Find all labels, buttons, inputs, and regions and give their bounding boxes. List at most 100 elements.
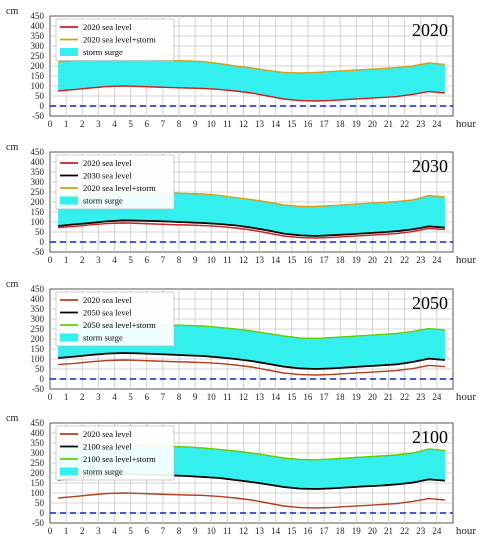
x-tick-label: 14 — [271, 255, 281, 265]
y-tick-label: 350 — [31, 31, 45, 41]
x-tick-label: 3 — [96, 119, 101, 129]
x-tick-label: 1 — [64, 526, 69, 536]
x-tick-label: 23 — [416, 526, 426, 536]
x-tick-label: 0 — [48, 255, 53, 265]
y-tick-label: 0 — [40, 101, 45, 111]
x-tick-label: 6 — [144, 526, 149, 536]
x-tick-label: 6 — [144, 119, 149, 129]
y-tick-label: 50 — [35, 227, 45, 237]
x-tick-label: 16 — [303, 255, 313, 265]
x-tick-label: 17 — [320, 392, 330, 402]
x-tick-label: 5 — [128, 392, 133, 402]
x-tick-label: 24 — [432, 255, 442, 265]
y-tick-label: 400 — [31, 294, 45, 304]
y-tick-label: 400 — [31, 428, 45, 438]
x-tick-label: 23 — [416, 392, 426, 402]
x-tick-label: 9 — [193, 255, 198, 265]
y-tick-label: 100 — [31, 217, 45, 227]
x-tick-label: 6 — [144, 392, 149, 402]
x-axis-label: hour — [456, 391, 477, 403]
x-tick-label: 1 — [64, 119, 69, 129]
x-tick-label: 13 — [255, 526, 265, 536]
x-tick-label: 22 — [400, 119, 409, 129]
x-tick-label: 13 — [255, 392, 265, 402]
y-axis-label: cm — [6, 142, 18, 153]
x-tick-label: 18 — [336, 119, 346, 129]
x-tick-label: 21 — [384, 526, 393, 536]
x-tick-label: 14 — [271, 119, 281, 129]
y-tick-label: 50 — [35, 364, 45, 374]
sea-level-line-2020 — [58, 359, 445, 376]
y-tick-label: -50 — [32, 247, 44, 257]
legend-label: 2020 sea level — [83, 429, 132, 439]
y-tick-label: 150 — [31, 207, 45, 217]
legend-label: 2020 sea level+storm — [83, 183, 156, 193]
y-tick-label: -50 — [32, 384, 44, 394]
x-tick-label: 19 — [352, 119, 362, 129]
y-tick-label: 0 — [40, 374, 45, 384]
y-tick-label: 200 — [31, 61, 45, 71]
x-tick-label: 1 — [64, 255, 69, 265]
x-tick-label: 5 — [128, 526, 133, 536]
legend-label: storm surge — [83, 467, 123, 477]
sea-level-line-2030 — [58, 219, 445, 237]
x-tick-label: 12 — [239, 526, 248, 536]
x-tick-label: 23 — [416, 255, 426, 265]
x-tick-label: 16 — [303, 526, 313, 536]
x-tick-label: 5 — [128, 255, 133, 265]
legend-swatch-fill — [60, 333, 78, 342]
x-tick-label: 3 — [96, 255, 101, 265]
panel-title: 2030 — [412, 156, 448, 176]
x-tick-label: 18 — [336, 255, 346, 265]
x-tick-label: 15 — [287, 255, 297, 265]
x-tick-label: 11 — [223, 392, 232, 402]
legend-swatch-fill — [60, 48, 78, 56]
x-tick-label: 10 — [207, 526, 217, 536]
y-tick-label: 400 — [31, 21, 45, 31]
sea-level-line-2020 — [58, 492, 445, 509]
x-tick-label: 10 — [207, 119, 217, 129]
x-tick-label: 20 — [368, 392, 378, 402]
legend-label: 2100 sea level — [83, 442, 132, 452]
x-tick-label: 16 — [303, 392, 313, 402]
x-tick-label: 22 — [400, 526, 409, 536]
y-tick-label: 350 — [31, 304, 45, 314]
x-tick-label: 20 — [368, 255, 378, 265]
panel-title: 2100 — [412, 427, 448, 447]
x-tick-label: 8 — [177, 119, 182, 129]
x-tick-label: 21 — [384, 392, 393, 402]
y-tick-label: 350 — [31, 438, 45, 448]
legend-label: 2100 sea level+storm — [83, 454, 156, 464]
x-tick-label: 9 — [193, 526, 198, 536]
x-tick-label: 24 — [432, 119, 442, 129]
y-tick-label: 150 — [31, 478, 45, 488]
y-tick-label: 100 — [31, 354, 45, 364]
x-tick-label: 12 — [239, 392, 248, 402]
y-tick-label: 450 — [31, 418, 45, 428]
x-tick-label: 21 — [384, 255, 393, 265]
legend-label: storm surge — [83, 196, 123, 206]
x-tick-label: 19 — [352, 392, 362, 402]
legend-swatch-fill — [60, 467, 78, 476]
x-tick-label: 15 — [287, 392, 297, 402]
x-tick-label: 11 — [223, 255, 232, 265]
legend-label: 2050 sea level — [83, 308, 132, 318]
y-tick-label: 0 — [40, 508, 45, 518]
x-tick-label: 2 — [80, 255, 85, 265]
y-tick-label: 100 — [31, 81, 45, 91]
x-axis-label: hour — [456, 525, 477, 537]
legend-label: 2030 sea level — [83, 171, 132, 181]
x-tick-label: 2 — [80, 392, 85, 402]
x-tick-label: 10 — [207, 255, 217, 265]
y-tick-label: 250 — [31, 324, 45, 334]
legend-label: 2020 sea level — [83, 295, 132, 305]
y-tick-label: 300 — [31, 41, 45, 51]
y-axis-label: cm — [6, 6, 18, 17]
x-tick-label: 2 — [80, 119, 85, 129]
y-tick-label: 200 — [31, 334, 45, 344]
legend-swatch-fill — [60, 196, 78, 205]
